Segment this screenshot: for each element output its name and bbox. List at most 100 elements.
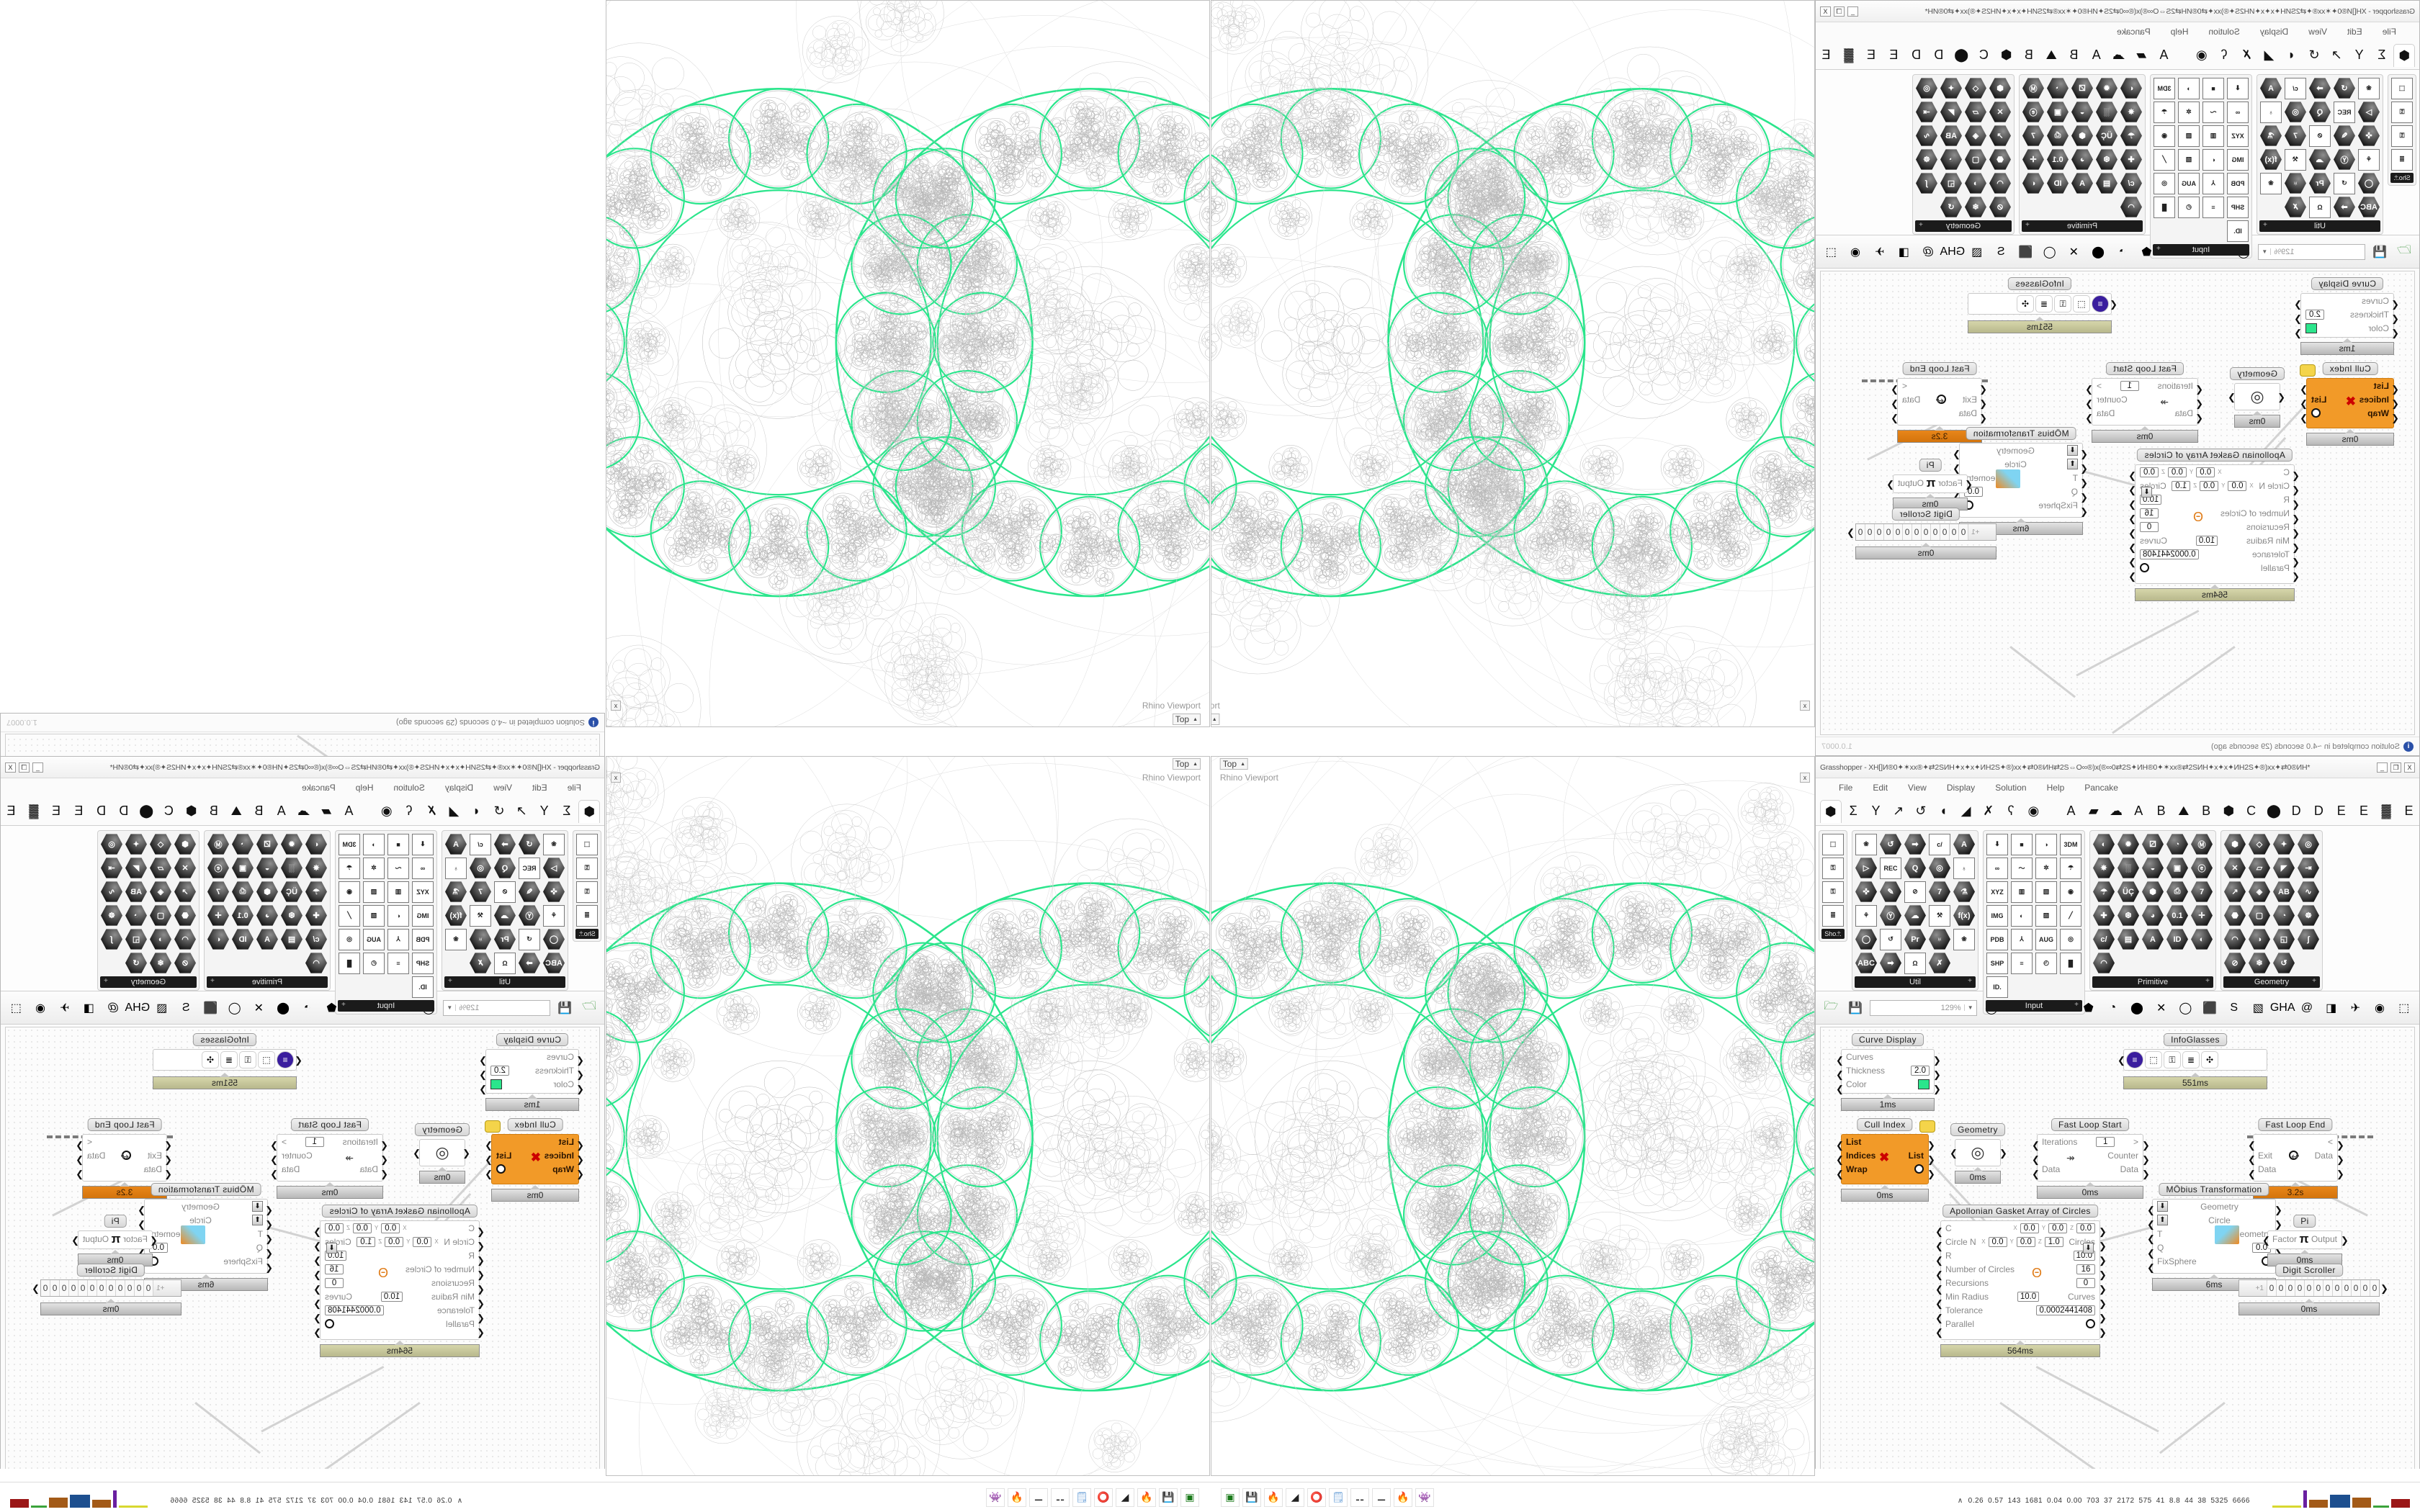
tab-c1[interactable]: C (2241, 800, 2262, 823)
component-icon[interactable]: ✎ (2333, 125, 2356, 147)
component-icon[interactable]: 7 (207, 881, 230, 903)
numeric-input-z[interactable]: 0.0 (2076, 1223, 2095, 1233)
toolbar-icon-6[interactable]: ⬤ (2089, 242, 2108, 261)
component-icon[interactable]: ↗ (1989, 125, 2012, 147)
numeric-input[interactable]: 2.0 (490, 1066, 509, 1076)
component-icon[interactable]: ◐ (2120, 77, 2143, 99)
component-icon[interactable]: ⚘ (542, 904, 565, 927)
output-port[interactable]: ❯ (315, 1328, 321, 1337)
boolean-toggle[interactable] (2086, 1319, 2095, 1328)
component-icon[interactable]: 7 (1928, 881, 1951, 903)
minimize-button[interactable]: _ (2377, 762, 2388, 773)
tab-cloud[interactable]: ☁ (2108, 44, 2129, 67)
pi-body[interactable]: FactorπOutput❮❯ (2267, 1230, 2342, 1249)
minimize-button[interactable]: _ (32, 762, 43, 773)
component-icon[interactable]: ÜÇ (2117, 881, 2140, 903)
component-icon[interactable]: ✹ (280, 833, 303, 855)
color-swatch[interactable] (490, 1079, 502, 1089)
shortcut-icon-2[interactable]: ⚿ (1821, 881, 1845, 903)
output-port[interactable]: ❯ (2275, 1220, 2281, 1229)
toolbar-icon-6[interactable]: ⬤ (2128, 998, 2147, 1017)
title-bar[interactable]: Grasshopper - XH[]И®0✦✶xx®✦⇄2SИН✦x✦x✦ИН2… (1816, 757, 2419, 778)
toolbar-icon-8[interactable]: ◯ (2176, 998, 2195, 1017)
component-icon[interactable]: ◎ (1915, 77, 1938, 99)
scroller-digit-8[interactable]: 0 (69, 1280, 79, 1296)
tab-e3[interactable]: E (1, 800, 22, 823)
toolbar-icon-15[interactable]: ✈ (55, 998, 74, 1017)
component-icon[interactable]: ◠ (2120, 196, 2143, 218)
chevron-down-icon[interactable]: ▲ (1193, 762, 1198, 767)
component-icon[interactable]: ◐ (2010, 904, 2033, 927)
component-icon[interactable]: ◎ (100, 833, 123, 855)
component-icon[interactable]: ■ (2202, 77, 2225, 99)
tab-sets[interactable]: Υ (1865, 800, 1886, 823)
info-glasses-body[interactable]: ≡⬚⚿≣✣❮ (153, 1049, 297, 1072)
component-icon[interactable]: ↗ (2223, 881, 2246, 903)
output-port[interactable]: ❯ (1927, 1169, 1934, 1179)
input-port[interactable]: ❮ (1935, 1270, 1942, 1279)
input-port[interactable]: ❮ (1836, 1070, 1842, 1079)
fast-loop-start[interactable]: Fast Loop Start❮❯❮❯❮❯Iterations1>Counter… (2037, 1134, 2143, 1199)
input-port[interactable]: ❮ (2262, 1236, 2269, 1245)
input-port[interactable]: ❮ (478, 1328, 485, 1337)
component-icon[interactable]: ❆ (2117, 904, 2140, 927)
component-icon[interactable]: IMG (1986, 904, 2009, 927)
component-icon[interactable]: ◯ (1855, 928, 1878, 950)
ribbon-panel-input[interactable]: ⬇■◑3DM∞〜✲☂XYZ▥▧◉IMG◐▨╱PDB⅄AUG◎SHP≡◴█ID.I… (335, 830, 437, 1014)
component-icon[interactable]: ◴ (2177, 196, 2200, 218)
grasshopper-window[interactable]: Grasshopper - XH[]И®0✦✶xx®✦⇄2SИН✦x✦x✦ИН2… (0, 756, 605, 1469)
grasshopper-canvas[interactable]: Curve Display❮❯❮❯❮❯CurvesThickness2.0Col… (5, 1027, 600, 1469)
menu-bar[interactable]: FileEditViewDisplaySolutionHelpPancake (1, 778, 604, 797)
component-icon[interactable]: ⬣ (1989, 148, 2012, 171)
toolbar-icon-11[interactable]: ▧ (1967, 242, 1986, 261)
component-icon[interactable]: ◱ (1940, 172, 1963, 194)
component-icon[interactable]: ◉ (2059, 881, 2082, 903)
tab-maths[interactable]: Σ (2371, 44, 2392, 67)
toolbar-icon-11[interactable]: ▧ (2249, 998, 2268, 1017)
boolean-toggle[interactable] (325, 1319, 334, 1328)
scroller-digit-5[interactable]: 0 (1912, 524, 1922, 540)
component-icon[interactable]: ◱ (125, 928, 148, 950)
component-icon[interactable]: ◯ (542, 928, 565, 950)
component-icon[interactable]: ⚂ (2071, 77, 2094, 99)
viewport-close-button[interactable]: x (1800, 701, 1810, 711)
open-folder-icon[interactable]: 🗁 (1821, 998, 1841, 1017)
output-port[interactable]: ❯ (2142, 1169, 2148, 1179)
chevron-down-icon[interactable]: ▼ (2262, 248, 2271, 255)
input-port[interactable]: ❮ (166, 1140, 172, 1150)
toolbar-icon-16[interactable]: ◉ (2370, 998, 2390, 1017)
component-icon[interactable]: ◎ (469, 857, 492, 879)
curve-display[interactable]: Curve Display❮❯❮❯❮❯CurvesThickness2.0Col… (1841, 1049, 1935, 1111)
tab-d2[interactable]: D (91, 800, 112, 823)
component-icon[interactable]: ⚘ (2357, 148, 2380, 171)
maximize-button[interactable]: ❐ (1834, 6, 1845, 17)
curve-display-body[interactable]: ❮❯❮❯❮❯CurvesThickness2.0Color (1841, 1049, 1935, 1094)
grasshopper-window-top-right[interactable]: Grasshopper - XH[]И®0✦✶xx®✦⇄2SИН✦x✦x✦ИН2… (1815, 0, 2420, 756)
component-icon[interactable]: ╱ (2059, 904, 2082, 927)
apollonian-gasket[interactable]: Apollonian Gasket Array of Circles❮❯❮❯❮❯… (320, 1220, 480, 1357)
numeric-input-z[interactable]: 0.0 (325, 1223, 344, 1233)
component-icon[interactable]: PDB (2226, 172, 2249, 194)
component-icon[interactable]: ⓔ (207, 857, 230, 879)
component-icon[interactable]: ⚒ (2284, 148, 2307, 171)
component-icon[interactable]: ↺ (2272, 952, 2295, 974)
input-port[interactable]: ❮ (2293, 514, 2300, 523)
numeric-input[interactable]: 0.0002441408 (325, 1305, 384, 1315)
input-port[interactable]: ❮ (2248, 1155, 2254, 1164)
component-icon[interactable]: ▨ (362, 904, 385, 927)
component-icon[interactable]: A (444, 833, 467, 855)
numeric-input-x[interactable]: 0.0 (413, 1237, 431, 1247)
output-port[interactable]: ❯ (2142, 1155, 2148, 1164)
component-icon[interactable]: ⬢ (2223, 833, 2246, 855)
grasshopper-canvas[interactable]: Curve Display❮❯❮❯❮❯CurvesThickness2.0Col… (1820, 271, 2415, 735)
tab-a2[interactable]: A (2128, 800, 2149, 823)
component-icon[interactable]: ☂ (338, 857, 361, 879)
component-icon[interactable]: ☂ (305, 881, 328, 903)
component-icon[interactable]: ➡ (2333, 196, 2356, 218)
component-icon[interactable]: Ⓨ (518, 904, 541, 927)
output-port[interactable]: ❯ (315, 1270, 321, 1279)
component-icon[interactable]: IMG (411, 904, 434, 927)
shortcut-icon-3[interactable]: ≣ (575, 904, 599, 927)
component-icon[interactable]: ⚒ (1928, 904, 1951, 927)
tab-intersect[interactable]: ✗ (2236, 44, 2257, 67)
